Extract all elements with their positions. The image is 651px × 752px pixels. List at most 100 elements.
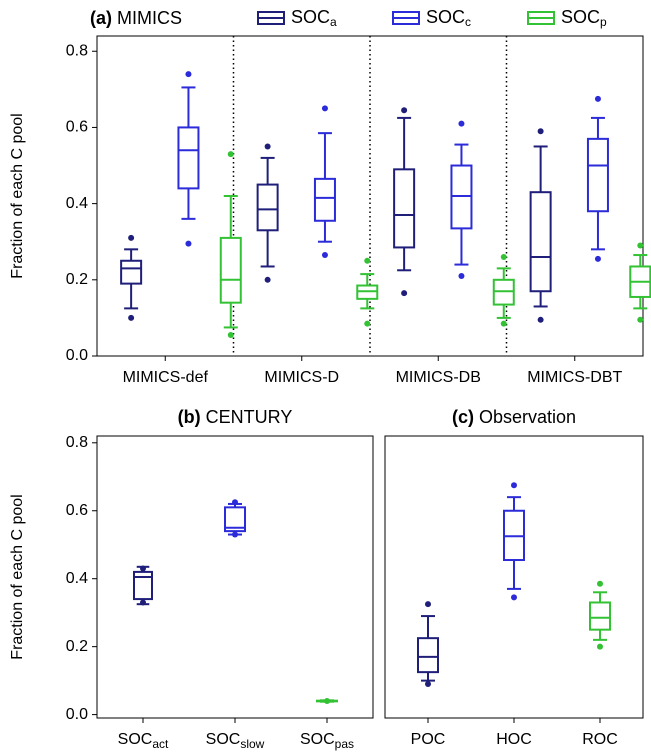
outlier: [364, 320, 371, 327]
outlier: [594, 95, 601, 102]
title-text: Observation: [479, 407, 576, 427]
category-sub: act: [152, 737, 169, 751]
outlier: [185, 71, 192, 78]
outlier: [511, 594, 517, 601]
y-tick-label: 0.2: [66, 271, 88, 288]
box: [256, 183, 279, 232]
y-tick-label: 0.6: [66, 119, 88, 136]
box: [589, 601, 611, 631]
category: HOC: [496, 731, 532, 748]
legend-label: SOCc: [426, 7, 471, 29]
box: [586, 137, 609, 213]
outlier: [324, 698, 330, 705]
outlier: [232, 531, 238, 538]
y-tick-label: 0.4: [66, 570, 88, 587]
category: MIMICS-D: [264, 369, 339, 386]
y-tick-label: 0.8: [66, 42, 88, 59]
category: MIMICS-DB: [396, 369, 481, 386]
box: [393, 168, 416, 249]
title-text: MIMICS: [117, 8, 182, 28]
legend-name: SOC: [291, 7, 330, 27]
x-tick-label: HOC: [496, 731, 532, 748]
title-text: CENTURY: [206, 407, 293, 427]
legend-label: SOCa: [291, 7, 337, 29]
title-label: (a): [90, 8, 112, 28]
outlier: [321, 252, 328, 259]
x-tick-label: MIMICS-def: [123, 369, 209, 386]
chart-title: (a) MIMICS: [90, 8, 182, 28]
outlier: [140, 599, 146, 606]
box: [313, 177, 336, 222]
outlier: [637, 242, 644, 249]
outlier: [227, 151, 234, 158]
chart-title: (c) Observation: [452, 407, 576, 427]
category-sub: slow: [240, 737, 264, 751]
category: SOC: [300, 731, 335, 748]
legend-sub: c: [465, 15, 471, 29]
outlier: [500, 320, 507, 327]
category: SOC: [118, 731, 153, 748]
box: [177, 126, 200, 190]
x-tick-label: SOCact: [118, 731, 169, 751]
outlier: [597, 643, 603, 650]
x-tick-label: POC: [411, 731, 446, 748]
outlier: [458, 273, 465, 279]
box: [224, 506, 246, 533]
legend-name: SOC: [426, 7, 465, 27]
box: [417, 637, 439, 674]
outlier: [511, 482, 517, 489]
x-tick-label: ROC: [582, 731, 618, 748]
category: MIMICS-def: [123, 369, 209, 386]
y-axis-label: Fraction of each C pool: [9, 494, 26, 659]
legend-sub: p: [600, 15, 607, 29]
category-sub: pas: [335, 737, 354, 751]
legend-sub: a: [330, 15, 337, 29]
y-axis-label: Fraction of each C pool: [9, 113, 26, 278]
category: ROC: [582, 731, 618, 748]
outlier: [401, 107, 408, 114]
outlier: [128, 234, 135, 241]
outlier: [264, 276, 271, 283]
box: [219, 236, 242, 304]
category: SOC: [206, 731, 241, 748]
category: MIMICS-DBT: [527, 369, 622, 386]
category: POC: [411, 731, 446, 748]
outlier: [321, 105, 328, 112]
outlier: [232, 499, 238, 506]
x-tick-label: SOCpas: [300, 731, 354, 751]
outlier: [597, 580, 603, 587]
outlier: [537, 128, 544, 135]
outlier: [264, 143, 271, 150]
y-tick-label: 0.0: [66, 347, 88, 364]
outlier: [537, 316, 544, 323]
outlier: [140, 565, 146, 572]
legend-name: SOC: [561, 7, 600, 27]
outlier: [227, 332, 234, 339]
outlier: [401, 290, 408, 297]
x-tick-label: MIMICS-DBT: [527, 369, 622, 386]
y-tick-label: 0.8: [66, 434, 88, 451]
outlier: [364, 257, 371, 264]
outlier: [425, 681, 431, 688]
chart-title: (b) CENTURY: [178, 407, 293, 427]
outlier: [185, 240, 192, 247]
outlier: [594, 255, 601, 262]
x-tick-label: MIMICS-DB: [396, 369, 481, 386]
box: [133, 570, 153, 601]
box: [529, 191, 552, 293]
box: [120, 259, 143, 285]
title-label: (c): [452, 407, 474, 427]
outlier: [458, 120, 465, 127]
legend-label: SOCp: [561, 7, 607, 29]
title-label: (b): [178, 407, 201, 427]
y-tick-label: 0.4: [66, 195, 88, 212]
outlier: [128, 314, 135, 321]
y-tick-label: 0.2: [66, 638, 88, 655]
outlier: [500, 253, 507, 260]
y-tick-label: 0.6: [66, 502, 88, 519]
x-tick-label: SOCslow: [206, 731, 265, 751]
outlier: [637, 316, 644, 323]
y-tick-label: 0.0: [66, 706, 88, 723]
outlier: [425, 601, 431, 608]
